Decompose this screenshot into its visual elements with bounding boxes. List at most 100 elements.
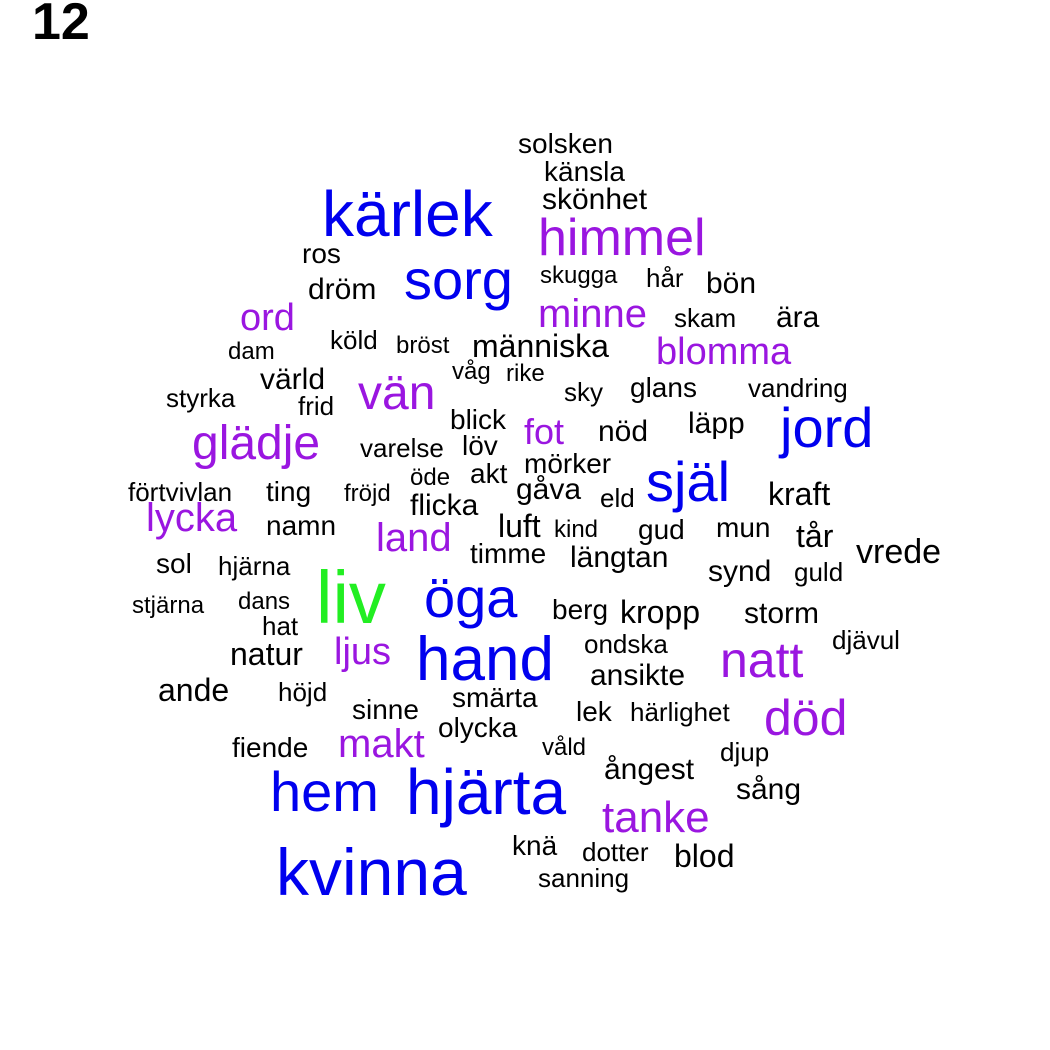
word-lycka: lycka bbox=[146, 496, 238, 540]
word-bon: bön bbox=[706, 267, 757, 300]
word-smarta: smärta bbox=[452, 682, 538, 713]
word-gladje: glädje bbox=[192, 417, 321, 470]
word-minne: minne bbox=[538, 292, 647, 336]
word-timme: timme bbox=[470, 538, 547, 569]
word-styrka: styrka bbox=[166, 383, 236, 413]
word-varld: värld bbox=[260, 363, 326, 396]
word-eld: eld bbox=[600, 483, 635, 513]
word-hjarna: hjärna bbox=[218, 551, 291, 581]
word-ting: ting bbox=[266, 476, 312, 507]
word-lapp: läpp bbox=[688, 407, 745, 440]
word-frid: frid bbox=[298, 391, 335, 421]
word-olycka: olycka bbox=[438, 712, 518, 743]
word-ansikte: ansikte bbox=[590, 659, 686, 692]
word-vandring: vandring bbox=[748, 373, 848, 403]
word-kansla: känsla bbox=[544, 156, 625, 187]
word-sol: sol bbox=[156, 548, 192, 579]
word-berg: berg bbox=[552, 594, 609, 625]
word-solsken: solsken bbox=[518, 128, 613, 159]
word-vag: våg bbox=[452, 358, 491, 385]
word-kold: köld bbox=[330, 325, 378, 355]
word-ara: ära bbox=[776, 301, 820, 334]
word-langtan: längtan bbox=[570, 541, 669, 574]
word-djavul: djävul bbox=[832, 625, 900, 655]
word-karlek: kärlek bbox=[322, 178, 493, 250]
word-sorg: sorg bbox=[404, 248, 513, 311]
word-hem: hem bbox=[270, 760, 379, 823]
word-kropp: kropp bbox=[620, 594, 701, 630]
word-fortvivlan: förtvivlan bbox=[128, 477, 233, 507]
word-blod: blod bbox=[674, 838, 735, 874]
word-har: hår bbox=[646, 263, 684, 293]
word-sang: sång bbox=[736, 773, 802, 806]
word-storm: storm bbox=[744, 597, 819, 630]
word-ros: ros bbox=[302, 238, 341, 269]
word-kna: knä bbox=[512, 830, 558, 861]
word-stjarna: stjärna bbox=[132, 592, 205, 619]
word-brost: bröst bbox=[396, 332, 450, 359]
word-jord: jord bbox=[780, 396, 874, 459]
word-skugga: skugga bbox=[540, 262, 618, 289]
word-vrede: vrede bbox=[856, 533, 942, 571]
word-dans: dans bbox=[238, 588, 291, 615]
word-blomma: blomma bbox=[656, 331, 792, 373]
word-land: land bbox=[376, 516, 452, 560]
word-akt: akt bbox=[470, 458, 508, 489]
word-sanning: sanning bbox=[538, 863, 630, 893]
word-sjal: själ bbox=[646, 450, 731, 513]
word-hojd: höjd bbox=[278, 677, 328, 707]
word-blick: blick bbox=[450, 404, 507, 435]
word-skam: skam bbox=[674, 303, 737, 333]
word-luft: luft bbox=[498, 508, 541, 544]
word-sky: sky bbox=[564, 377, 603, 407]
word-vald: våld bbox=[542, 734, 587, 761]
word-dod: död bbox=[764, 690, 848, 746]
word-natt: natt bbox=[720, 632, 804, 688]
word-dam: dam bbox=[228, 338, 275, 365]
word-oga: öga bbox=[424, 566, 518, 629]
word-gud: gud bbox=[638, 514, 685, 545]
word-ord: ord bbox=[240, 297, 295, 339]
panel-number: 12 bbox=[32, 0, 90, 51]
word-hjarta: hjärta bbox=[406, 756, 567, 828]
word-ande: ande bbox=[158, 672, 230, 708]
word-nod: nöd bbox=[598, 415, 649, 448]
word-skonhet: skönhet bbox=[542, 183, 648, 216]
word-rike: rike bbox=[506, 360, 545, 387]
word-namn: namn bbox=[266, 510, 337, 541]
word-liv: liv bbox=[316, 556, 386, 639]
word-guld: guld bbox=[794, 557, 844, 587]
word-fiende: fiende bbox=[232, 732, 309, 763]
word-lek: lek bbox=[576, 696, 612, 727]
word-hat: hat bbox=[262, 611, 299, 641]
word-lov: löv bbox=[462, 430, 498, 461]
word-drom: dröm bbox=[308, 273, 377, 306]
word-harlighet: härlighet bbox=[630, 697, 730, 727]
word-mun: mun bbox=[716, 512, 771, 543]
word-varelse: varelse bbox=[360, 433, 444, 463]
word-ondska: ondska bbox=[584, 629, 668, 659]
word-natur: natur bbox=[230, 636, 303, 672]
word-fot: fot bbox=[524, 411, 565, 452]
word-dotter: dotter bbox=[582, 837, 649, 867]
word-hand: hand bbox=[416, 625, 554, 694]
word-sinne: sinne bbox=[352, 694, 419, 725]
word-himmel: himmel bbox=[538, 209, 706, 267]
word-morker: mörker bbox=[524, 448, 612, 479]
word-glans: glans bbox=[630, 372, 697, 403]
word-tanke: tanke bbox=[602, 793, 710, 842]
word-kvinna: kvinna bbox=[276, 835, 467, 909]
word-flicka: flicka bbox=[410, 489, 479, 522]
word-angest: ångest bbox=[604, 753, 695, 786]
word-frojd: fröjd bbox=[344, 480, 391, 507]
word-kraft: kraft bbox=[768, 476, 831, 512]
word-kind: kind bbox=[554, 516, 599, 543]
word-van: vän bbox=[358, 367, 436, 420]
word-gava: gåva bbox=[516, 473, 582, 506]
word-synd: synd bbox=[708, 555, 772, 588]
word-ljus: ljus bbox=[334, 631, 392, 673]
word-djup: djup bbox=[720, 737, 770, 767]
word-tar: tår bbox=[796, 518, 834, 554]
word-ode: öde bbox=[410, 464, 451, 491]
